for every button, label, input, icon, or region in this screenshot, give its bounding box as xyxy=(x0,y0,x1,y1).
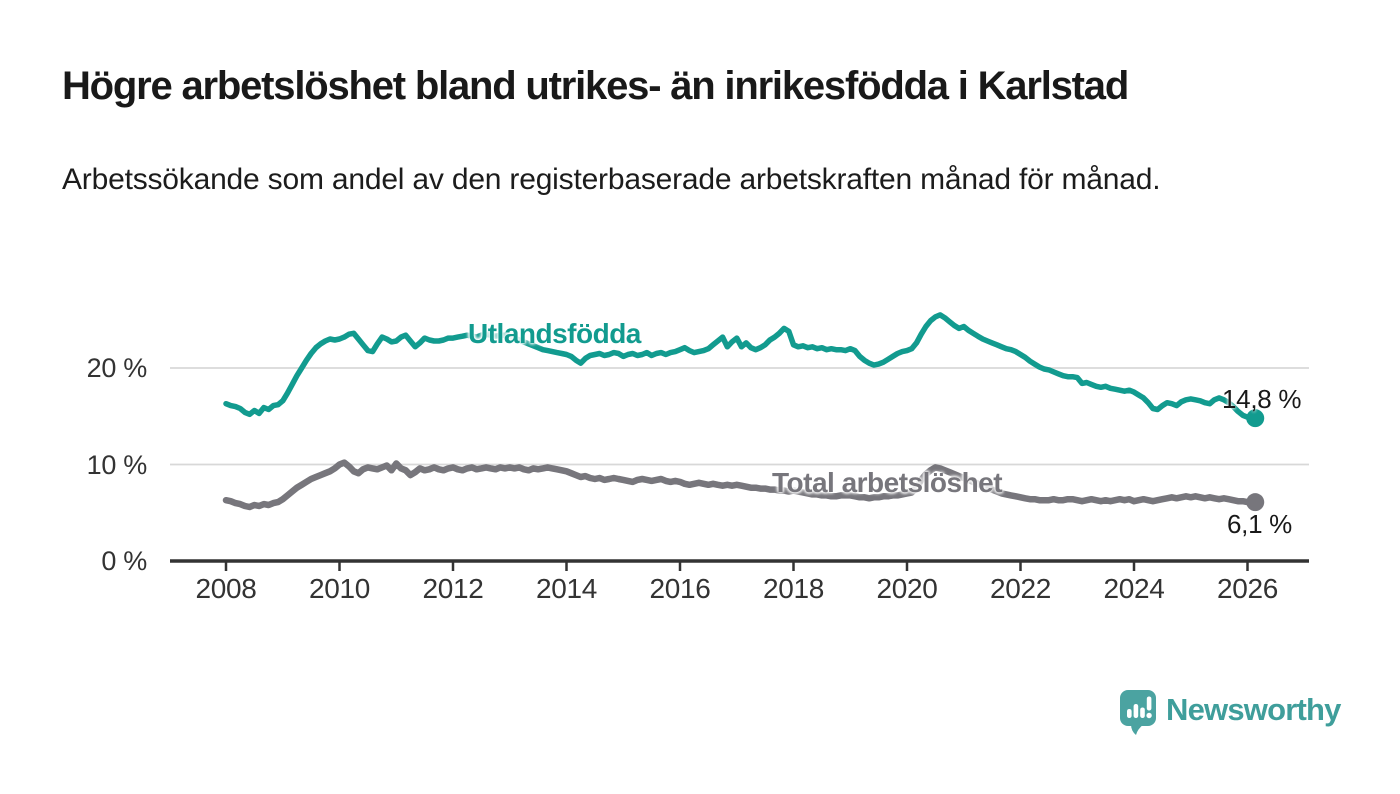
chart-title: Högre arbetslöshet bland utrikes- än inr… xyxy=(62,64,1129,108)
series-line-0 xyxy=(223,312,1255,421)
newsworthy-logo: Newsworthy xyxy=(1117,688,1341,736)
chart-subtitle: Arbetssökande som andel av den registerb… xyxy=(62,163,1161,196)
series-end-dot-0 xyxy=(1246,409,1265,428)
series-end-dot-1 xyxy=(1246,493,1265,512)
newsworthy-speech-bubble-chart-icon xyxy=(1120,690,1156,735)
series-line-1 xyxy=(222,459,1256,511)
newsworthy-brand-text: Newsworthy xyxy=(1166,692,1341,727)
